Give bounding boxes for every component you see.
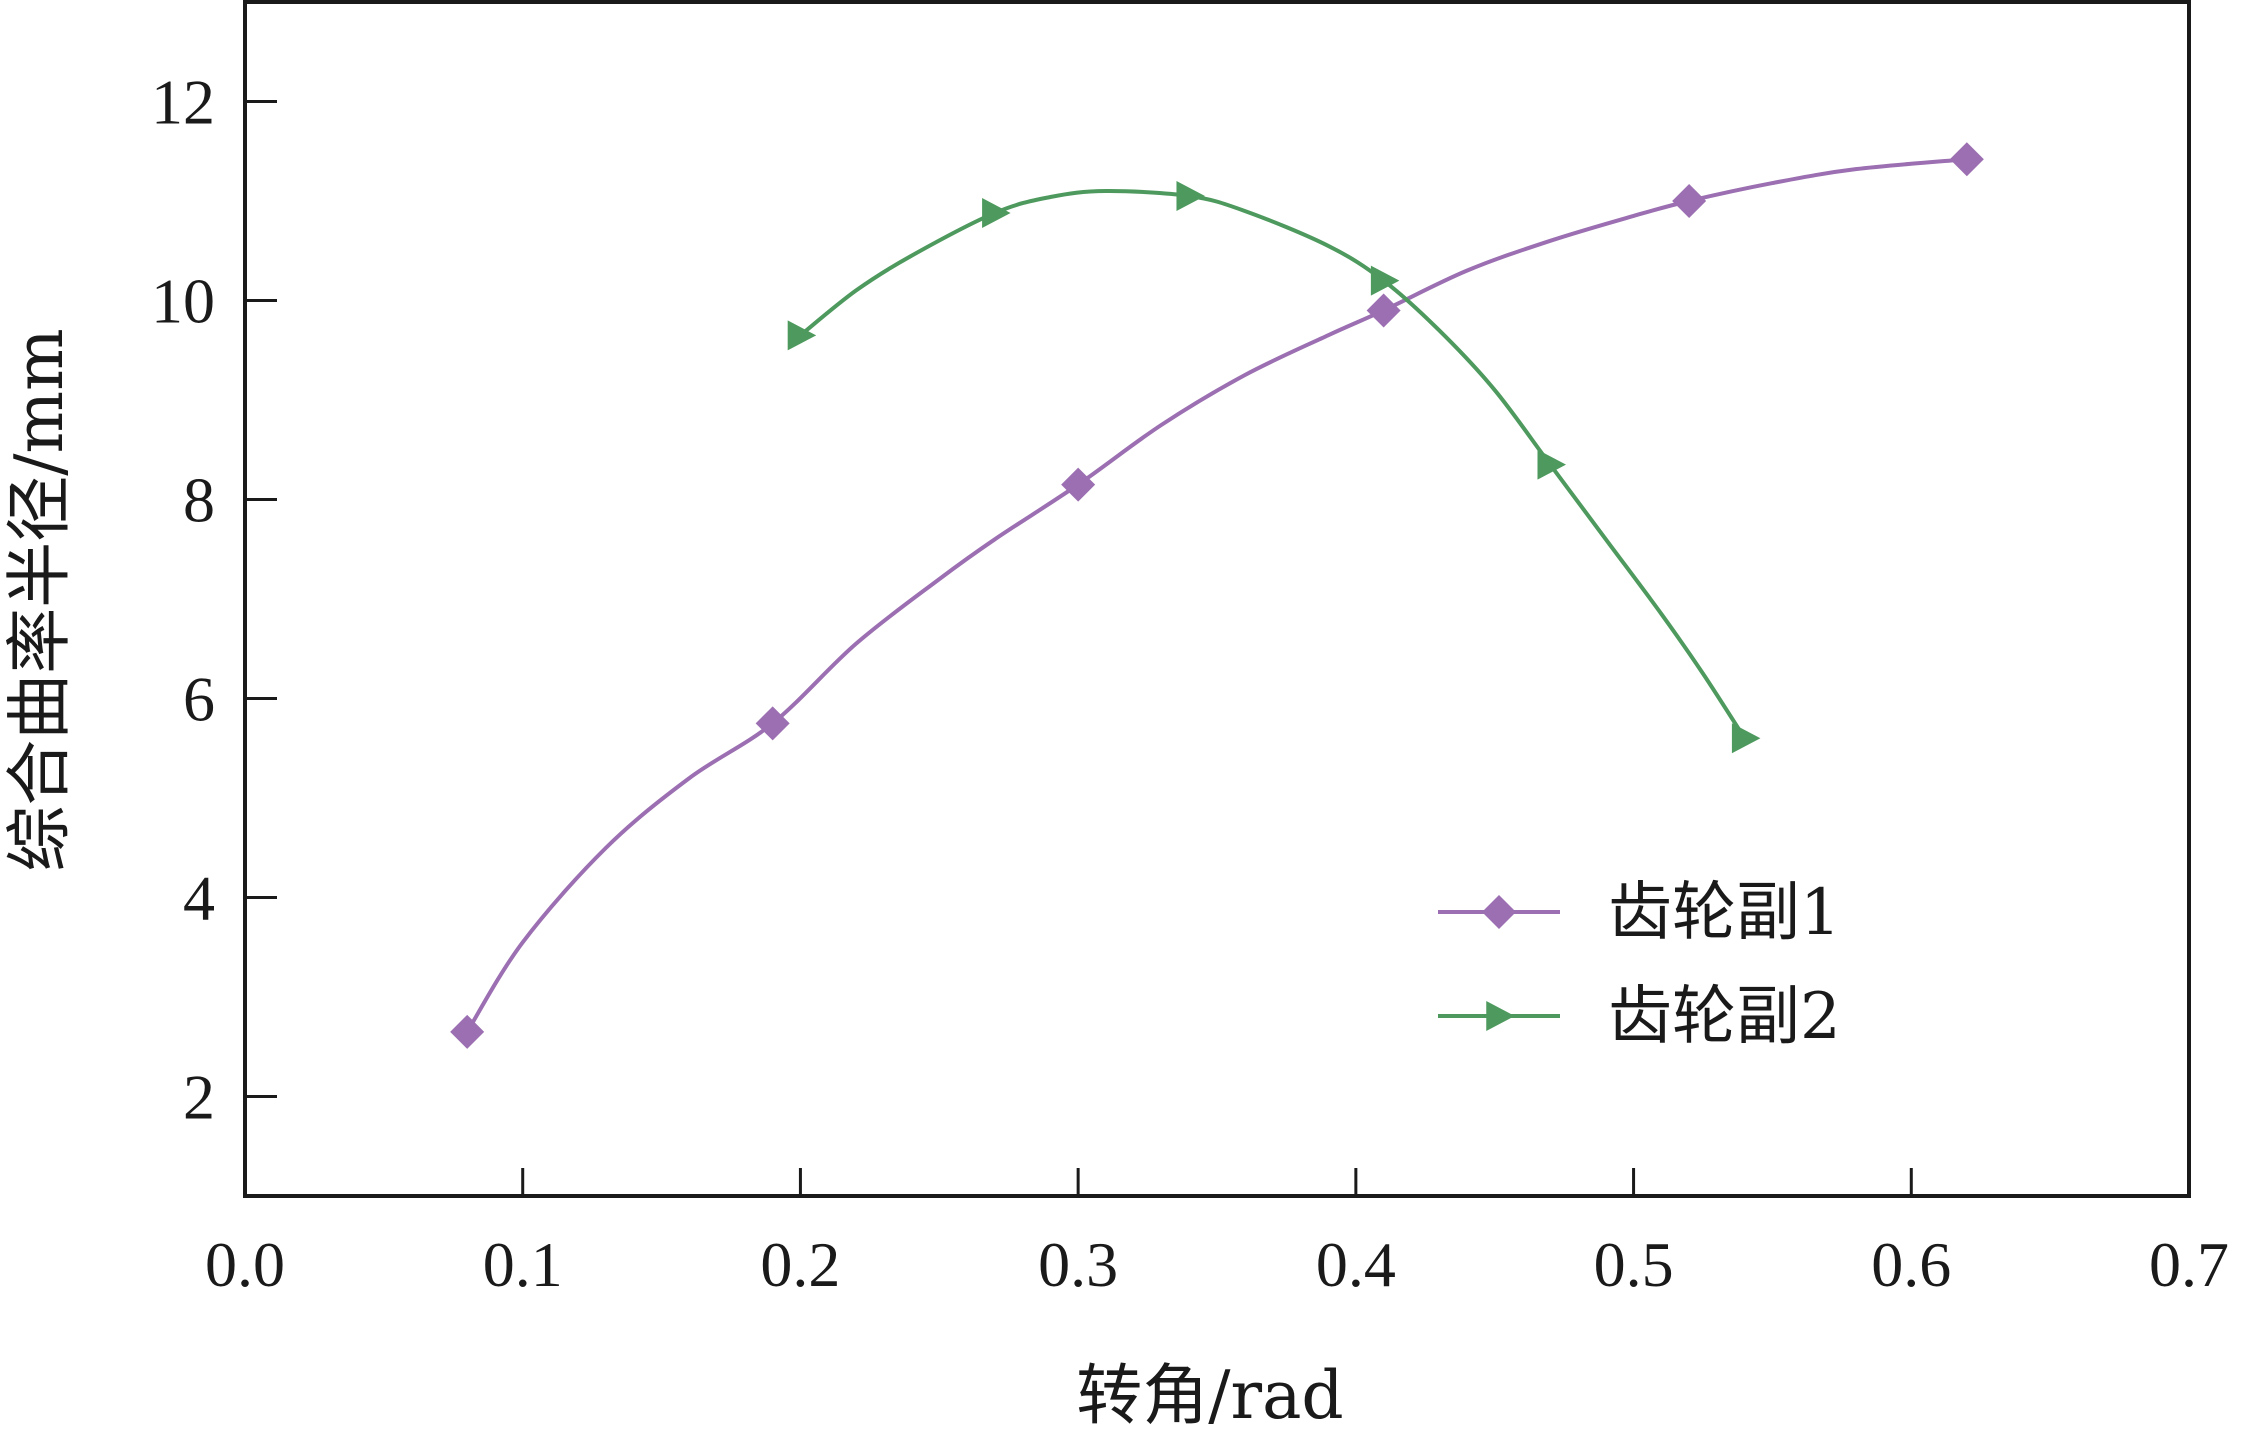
legend: 齿轮副1 齿轮副2 [1438, 876, 1841, 1054]
x-tick-label: 0.1 [483, 1229, 563, 1300]
data-point-marker [1537, 449, 1567, 480]
y-tick-label: 10 [151, 266, 215, 337]
y-tick-label: 8 [183, 465, 215, 536]
data-point-marker [1731, 723, 1761, 754]
x-tick-label: 0.0 [205, 1229, 285, 1300]
x-tick-label: 0.2 [760, 1229, 840, 1300]
legend-label: 齿轮副1 [1608, 876, 1841, 950]
data-point-marker [1176, 181, 1205, 212]
x-axis-title: 转角/rad [1076, 1357, 1343, 1433]
data-point-marker [1061, 467, 1096, 502]
y-tick-label: 4 [183, 863, 215, 934]
legend-item: 齿轮副1 [1438, 876, 1841, 950]
x-tick-label: 0.3 [1038, 1229, 1118, 1300]
plot-frame [243, 0, 2191, 1198]
legend-marker [1482, 895, 1516, 929]
data-point-marker [755, 706, 790, 741]
data-point-marker [787, 320, 817, 351]
data-point-marker [982, 197, 1011, 228]
data-point-marker [1370, 265, 1400, 296]
series-line [799, 189, 1747, 740]
legend-item: 齿轮副2 [1438, 980, 1841, 1054]
y-axis-title: 综合曲率半径/mm [1, 328, 78, 871]
y-tick-label: 2 [183, 1062, 215, 1133]
y-tick-label: 6 [183, 664, 215, 735]
series-layer [450, 142, 1984, 1049]
data-point-marker [1949, 142, 1984, 177]
data-point-marker [450, 1014, 485, 1049]
x-tick-label: 0.5 [1594, 1229, 1674, 1300]
x-tick-label: 0.7 [2149, 1229, 2229, 1300]
axis-ticks: 0.0 0.1 0.2 0.3 0.4 0.5 0.6 0.7 2 4 6 8 10 12 [151, 67, 2229, 1301]
data-point-marker [1672, 184, 1707, 218]
series-2 [787, 181, 1761, 754]
legend-label: 齿轮副2 [1608, 980, 1841, 1054]
x-tick-label: 0.4 [1316, 1229, 1396, 1300]
data-point-marker [1366, 293, 1401, 328]
y-tick-label: 12 [151, 67, 215, 138]
series-1 [450, 142, 1984, 1049]
x-tick-label: 0.6 [1871, 1229, 1951, 1300]
legend-marker [1486, 1001, 1515, 1031]
